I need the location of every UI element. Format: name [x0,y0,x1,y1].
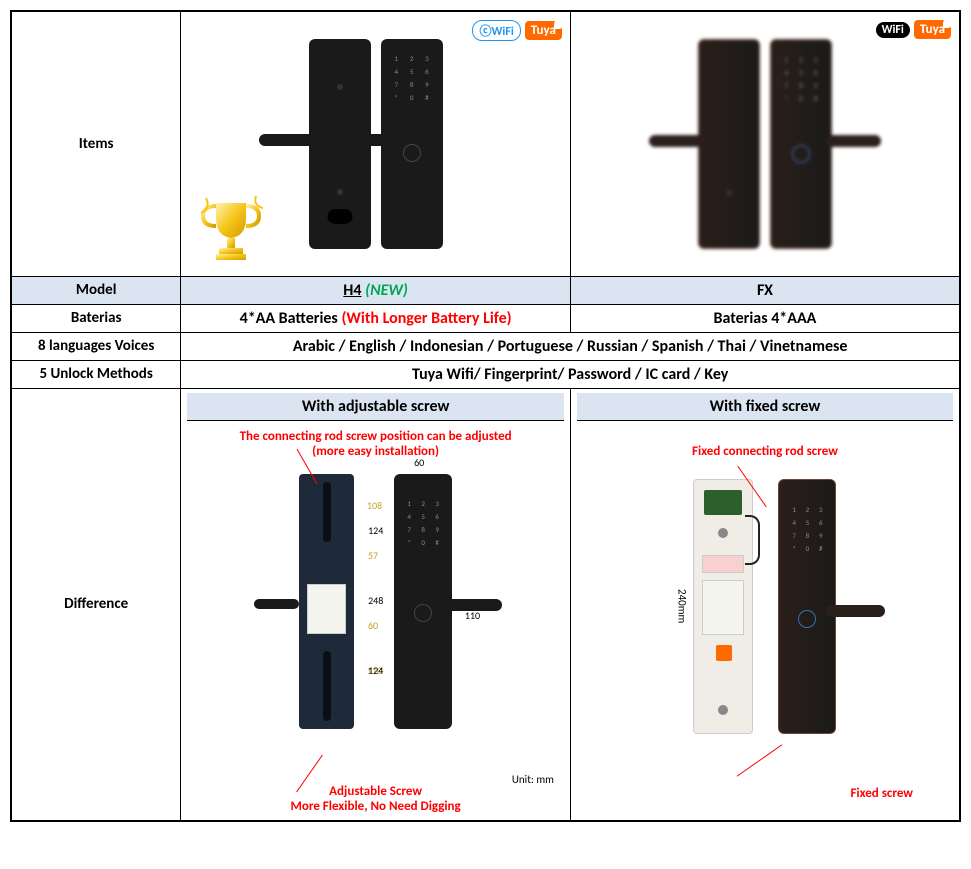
arrow-icon [737,744,783,776]
cell-fx-diff: With fixed screw Fixed connecting rod sc… [570,388,960,821]
h4-diff-header: With adjustable screw [187,393,564,421]
hole-icon [337,84,343,90]
screw-slot-icon [323,482,331,542]
dim-handle-110: 110 [465,609,480,622]
cell-h4-batteries: 4*AA Batteries (With Longer Battery Life… [181,304,571,332]
dim-w60: 60 [414,456,424,469]
screw-hole-icon [718,705,728,715]
cell-h4-diff: With adjustable screw The connecting rod… [181,388,571,821]
fingerprint-icon [798,610,816,628]
fx-top-note: Fixed connecting rod screw [585,444,945,459]
hole-icon [337,189,343,195]
label-unlock: 5 Unlock Methods [11,360,181,388]
cell-languages: Arabic / English / Indonesian / Portugue… [181,332,960,360]
sticker-icon [702,580,744,635]
h4-back-panel [299,474,354,729]
fx-lock-front: 123 456 789 *0# [770,39,832,249]
comparison-table: Items ⓒWiFi Tuya [10,10,961,822]
fingerprint-icon [403,144,421,162]
fx-lock-back [698,39,760,249]
label-languages: 8 languages Voices [11,332,181,360]
lock-handle-icon [254,599,299,609]
trophy-icon [191,188,271,268]
h4-diff-content: The connecting rod screw position can be… [187,421,564,816]
cell-unlock: Tuya Wifi/ Fingerprint/ Password / IC ca… [181,360,960,388]
lock-handle-icon [649,135,704,147]
dim-57: 57 [368,549,378,562]
h4-front-panel: 123 456 789 *0# [394,474,452,729]
keypad-display: 123 456 789 *0# [404,499,442,547]
lock-handle-icon [825,605,885,617]
fx-front-panel: 123 456 789 *0# [778,479,836,734]
row-items: Items ⓒWiFi Tuya [11,11,960,276]
keypad-display: 123 456 789 *0# [781,55,821,103]
h4-badges: ⓒWiFi Tuya [472,20,561,41]
model-h4-name: H4 [343,281,361,300]
lock-handle-icon [826,135,881,147]
label-model: Model [11,276,181,304]
dim-248: 248 [368,594,383,607]
fx-diff-content: Fixed connecting rod screw 240mm [577,421,953,816]
keyhole-icon [327,209,352,224]
tuya-sticker-icon [716,645,732,661]
fx-locks: 123 456 789 *0# [577,16,953,272]
screw-hole-icon [718,528,728,538]
h4-lock-front: 123 456 789 *0# [381,39,443,249]
fx-back-panel [693,479,753,734]
h4-bottom-note1: Adjustable Screw [187,784,564,799]
cell-fx-batteries: Baterias 4*AAA [570,304,960,332]
lock-handle-icon [331,134,386,146]
label-items: Items [11,11,181,276]
dim-124a: 124 [368,524,383,537]
row-languages: 8 languages Voices Arabic / English / In… [11,332,960,360]
h4-top-note: The connecting rod screw position can be… [195,429,556,459]
dim-60: 60 [368,619,378,632]
dim-108: 108 [367,499,382,512]
row-model: Model H4 (NEW) FX [11,276,960,304]
lock-handle-icon [259,134,314,146]
dim-240mm: 240mm [675,589,688,623]
fx-bottom-note: Fixed screw [850,786,913,801]
fx-diff-header: With fixed screw [577,393,953,421]
cell-fx-image: WiFi Tuya 123 456 789 *0# [570,11,960,276]
cable-icon [745,515,760,565]
hole-icon [726,190,732,196]
row-batteries: Baterias 4*AA Batteries (With Longer Bat… [11,304,960,332]
h4-batteries-note: (With Longer Battery Life) [341,309,511,328]
wifi-icon: ⓒWiFi [472,20,520,41]
sticker-icon [307,584,346,634]
keypad-display: 123 456 789 *0# [391,54,433,102]
screw-slot-icon [323,651,331,721]
h4-bottom-note2: More Flexible, No Need Digging [187,799,564,814]
label-difference: Difference [11,388,181,821]
dim-124b: 124 [368,664,383,677]
cell-h4-model: H4 (NEW) [181,276,571,304]
tuya-icon: Tuya [525,21,562,40]
label-batteries: Baterias [11,304,181,332]
keypad-display: 123 456 789 *0# [789,505,825,553]
sticker-icon [702,555,744,573]
fingerprint-icon [792,145,810,163]
pcb-icon [704,490,742,515]
new-tag: (NEW) [365,281,408,300]
cell-fx-model: FX [570,276,960,304]
fingerprint-icon [414,604,432,622]
row-difference: Difference With adjustable screw The con… [11,388,960,821]
cell-h4-image: ⓒWiFi Tuya [181,11,571,276]
row-unlock: 5 Unlock Methods Tuya Wifi/ Fingerprint/… [11,360,960,388]
h4-batteries-text: 4*AA Batteries [240,309,342,328]
